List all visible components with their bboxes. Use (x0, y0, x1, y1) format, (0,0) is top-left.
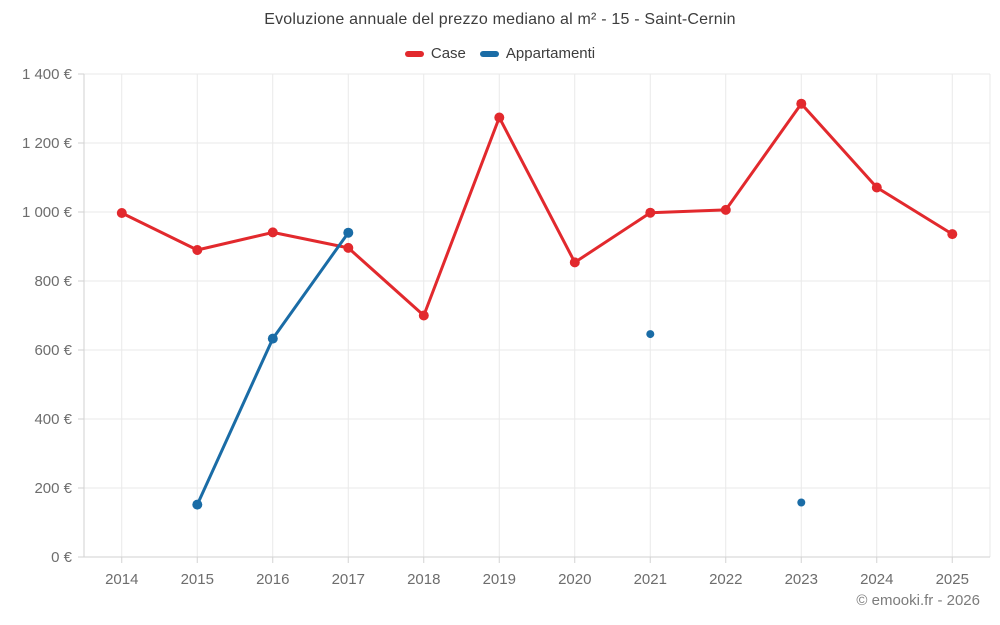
case-point-2019[interactable] (494, 112, 505, 123)
x-tick-label: 2024 (860, 571, 893, 588)
legend-item-appartamenti[interactable]: Appartamenti (479, 45, 596, 62)
x-tick-label: 2023 (785, 571, 818, 588)
case-point-2022[interactable] (720, 204, 731, 215)
appartamenti-point-2016[interactable] (267, 333, 278, 344)
case-legend-label: Case (430, 45, 466, 62)
chart-title: Evoluzione annuale del prezzo mediano al… (264, 11, 736, 28)
legend-item-case[interactable]: Case (404, 45, 466, 62)
x-tick-label: 2017 (332, 571, 365, 588)
x-tick-label: 2020 (558, 571, 591, 588)
series-line-case (120, 102, 954, 317)
x-tick-label: 2025 (936, 571, 969, 588)
x-tick-label: 2015 (181, 571, 214, 588)
case-point-2021[interactable] (645, 207, 656, 218)
case-legend-swatch (404, 50, 424, 57)
case-point-2018[interactable] (418, 310, 429, 321)
case-point-2023[interactable] (796, 98, 807, 109)
case-point-2016[interactable] (267, 227, 278, 238)
copyright-footer: © emooki.fr - 2026 (856, 592, 980, 609)
appartamenti-point-2015[interactable] (192, 499, 203, 510)
y-tick-label: 0 € (51, 549, 73, 566)
case-point-2020[interactable] (569, 257, 580, 268)
y-tick-label: 400 € (34, 411, 72, 428)
case-point-2024[interactable] (871, 182, 882, 193)
y-tick-label: 1 200 € (22, 135, 73, 152)
case-point-2025[interactable] (947, 229, 958, 240)
case-point-2017[interactable] (343, 242, 354, 253)
appartamenti-legend-label: Appartamenti (505, 45, 596, 62)
case-point-2014[interactable] (116, 208, 127, 218)
y-tick-label: 200 € (34, 480, 72, 497)
appartamenti-point-2021[interactable] (646, 330, 655, 339)
y-tick-label: 600 € (34, 342, 72, 359)
appartamenti-legend-swatch (479, 50, 499, 57)
y-tick-label: 800 € (34, 273, 72, 290)
y-tick-label: 1 400 € (22, 66, 73, 83)
x-tick-label: 2021 (634, 571, 667, 588)
x-tick-label: 2022 (709, 571, 742, 588)
x-tick-label: 2016 (256, 571, 289, 588)
case-point-2015[interactable] (192, 245, 203, 255)
x-tick-label: 2018 (407, 571, 440, 588)
legend: Case Appartamenti (0, 45, 1000, 62)
appartamenti-point-2017[interactable] (343, 227, 354, 238)
appartamenti-point-2023[interactable] (797, 498, 806, 507)
y-tick-label: 1 000 € (22, 204, 73, 221)
x-tick-label: 2019 (483, 571, 516, 588)
x-tick-label: 2014 (105, 571, 138, 588)
